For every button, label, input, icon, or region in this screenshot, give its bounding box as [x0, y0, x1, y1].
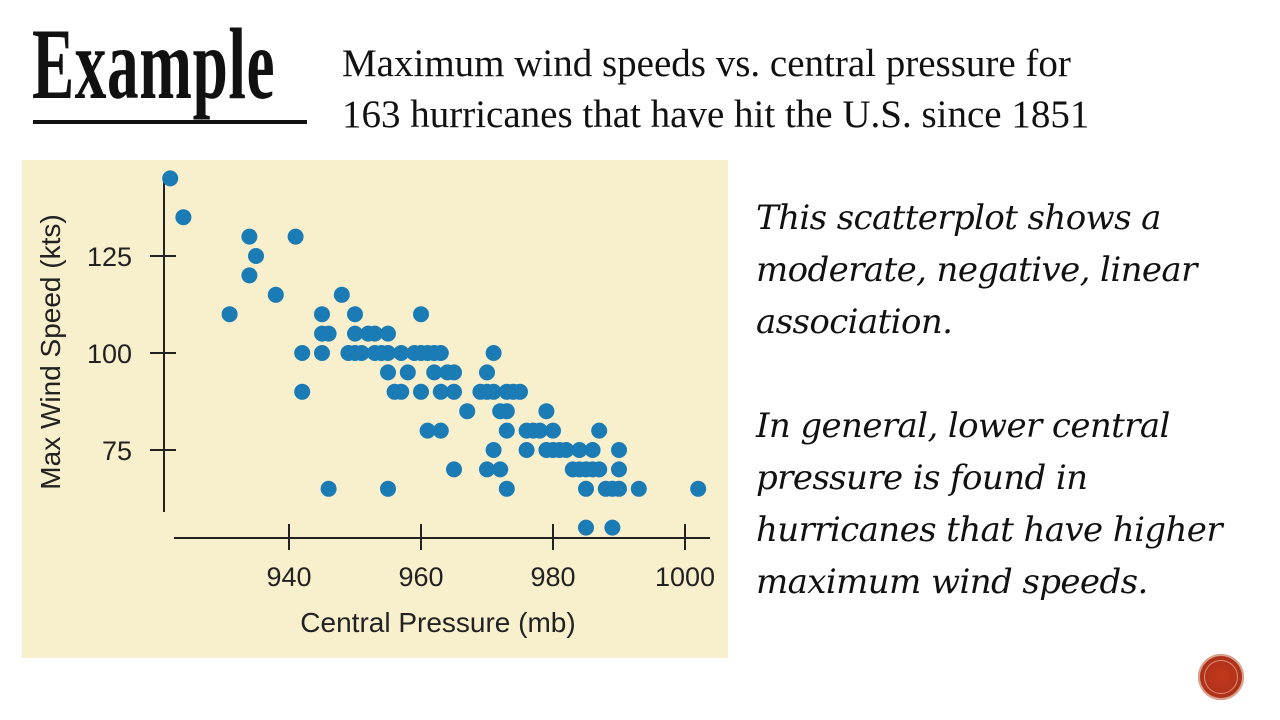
data-point — [432, 345, 449, 361]
data-point — [413, 306, 429, 323]
data-point — [380, 480, 396, 497]
data-point — [518, 442, 535, 458]
data-point — [446, 461, 462, 478]
data-point — [611, 442, 627, 458]
data-point — [320, 480, 337, 497]
data-point — [248, 248, 264, 264]
data-point — [545, 422, 561, 439]
data-point — [584, 442, 601, 458]
data-point — [485, 345, 502, 361]
data-point — [611, 480, 627, 497]
data-point — [485, 383, 502, 400]
slide-heading: Example — [32, 8, 276, 121]
data-point — [366, 325, 383, 342]
description-paragraph-2: In general, lower central pressure is fo… — [756, 406, 1223, 602]
data-point — [485, 442, 502, 458]
axes: 75 100 125 940 960 980 1000 — [87, 178, 715, 592]
data-point — [399, 364, 416, 381]
data-point — [498, 480, 515, 497]
heading-underline — [33, 120, 307, 124]
data-point — [241, 228, 258, 245]
scatterplot-panel: 75 100 125 940 960 980 1000 Central Pressure (… — [22, 160, 728, 658]
data-points — [162, 170, 707, 536]
y-tick-label: 125 — [87, 242, 132, 272]
data-point — [380, 345, 396, 361]
scatterplot: 75 100 125 940 960 980 1000 Central Pressure (… — [35, 170, 715, 638]
data-point — [380, 364, 396, 381]
y-axis-label: Max Wind Speed (kts) — [35, 214, 66, 489]
data-point — [426, 364, 443, 381]
data-point — [419, 422, 436, 439]
subtitle-line-2: 163 hurricanes that have hit the U.S. si… — [342, 93, 1090, 136]
data-point — [320, 325, 337, 342]
x-axis-label: Central Pressure (mb) — [300, 607, 575, 638]
data-point — [294, 345, 311, 361]
data-point — [446, 383, 462, 400]
data-point — [175, 209, 192, 226]
x-tick-label: 940 — [266, 562, 311, 592]
x-tick-label: 980 — [530, 562, 575, 592]
data-point — [492, 461, 509, 478]
data-point — [432, 383, 449, 400]
data-point — [446, 364, 462, 381]
data-point — [353, 345, 370, 361]
data-point — [578, 519, 594, 536]
data-point — [393, 345, 410, 361]
y-tick-label: 100 — [87, 339, 132, 369]
data-point — [333, 286, 350, 303]
data-point — [630, 480, 647, 497]
data-point — [578, 480, 594, 497]
data-point — [611, 461, 627, 478]
data-point — [432, 422, 449, 439]
data-point — [314, 345, 330, 361]
slide-subtitle: Maximum wind speeds vs. central pressure… — [342, 38, 1272, 140]
data-point — [314, 306, 330, 323]
data-point — [347, 306, 363, 323]
data-point — [479, 461, 495, 478]
data-point — [267, 286, 284, 303]
data-point — [604, 519, 621, 536]
subtitle-line-1: Maximum wind speeds vs. central pressure… — [342, 42, 1071, 85]
data-point — [287, 228, 304, 245]
data-point — [498, 422, 515, 439]
data-point — [558, 442, 575, 458]
data-point — [498, 403, 515, 420]
data-point — [241, 267, 258, 284]
x-tick-label: 1000 — [655, 562, 715, 592]
data-point — [221, 306, 238, 323]
data-point — [294, 383, 311, 400]
description-text: This scatterplot shows a moderate, negat… — [756, 192, 1266, 608]
x-tick-label: 960 — [398, 562, 443, 592]
data-point — [690, 480, 707, 497]
data-point — [591, 461, 608, 478]
description-paragraph-1: This scatterplot shows a moderate, negat… — [756, 198, 1197, 342]
data-point — [531, 422, 548, 439]
data-point — [413, 383, 429, 400]
data-point — [393, 383, 410, 400]
data-point — [380, 325, 396, 342]
data-point — [162, 170, 179, 187]
data-point — [479, 364, 495, 381]
data-point — [512, 383, 528, 400]
circle-nav-icon[interactable] — [1198, 654, 1244, 700]
data-point — [459, 403, 476, 420]
data-point — [571, 442, 588, 458]
data-point — [538, 403, 555, 420]
data-point — [347, 325, 363, 342]
y-tick-label: 75 — [102, 436, 132, 466]
data-point — [591, 422, 608, 439]
